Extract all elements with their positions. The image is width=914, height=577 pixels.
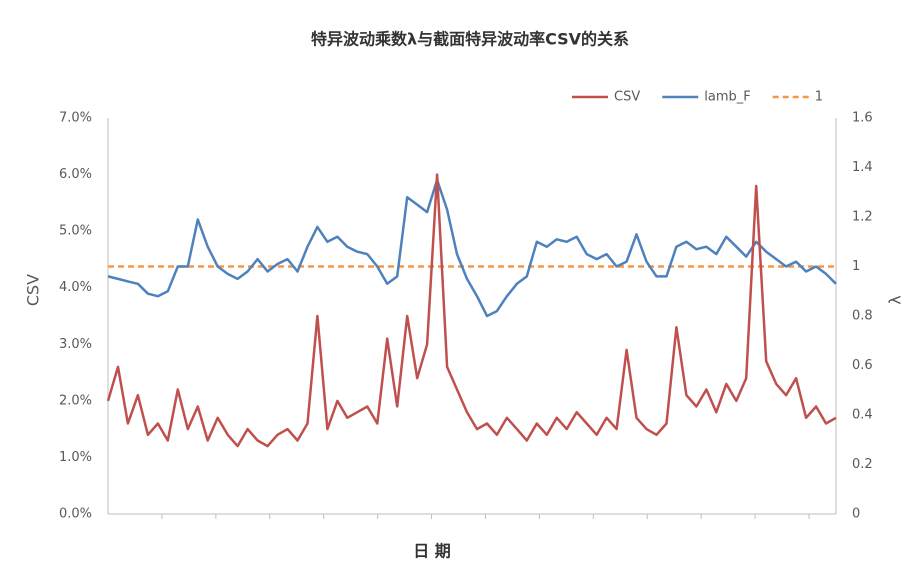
y2-tick-label: 1.2: [852, 210, 873, 225]
y2-tick-label: 1: [852, 259, 860, 274]
y-tick-label: 3.0%: [59, 337, 92, 352]
y2-tick-label: 1.4: [852, 160, 873, 175]
y-tick-label: 7.0%: [59, 111, 92, 126]
y-tick-label: 1.0%: [59, 450, 92, 465]
y2-tick-label: 0.8: [852, 309, 873, 324]
y2-axis-label: λ: [886, 295, 905, 304]
y-tick-label: 0.0%: [59, 507, 92, 522]
legend-label: 1: [815, 90, 823, 105]
y2-tick-label: 0.2: [852, 457, 873, 472]
line-series: [107, 178, 837, 318]
y2-tick-label: 0: [852, 507, 860, 522]
line-series: [106, 173, 837, 448]
y-axis-label: CSV: [24, 274, 43, 306]
y-tick-label: 2.0%: [59, 393, 92, 408]
y-tick-label: 5.0%: [59, 224, 92, 239]
y2-tick-label: 1.6: [852, 111, 873, 126]
x-axis-label: 日 期: [413, 542, 451, 561]
y-tick-label: 4.0%: [59, 280, 92, 295]
chart-title: 特异波动乘数λ与截面特异波动率CSV的关系: [311, 30, 629, 49]
legend-label: lamb_F: [704, 90, 750, 105]
y2-tick-label: 0.6: [852, 358, 873, 373]
y-tick-label: 6.0%: [59, 167, 92, 182]
legend-label: CSV: [614, 90, 640, 105]
y2-tick-label: 0.4: [852, 408, 873, 423]
